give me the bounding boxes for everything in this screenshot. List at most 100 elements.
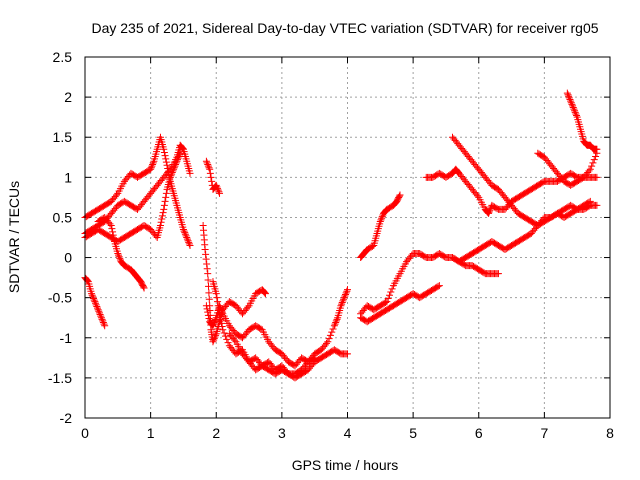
series-trace-k bbox=[357, 191, 404, 262]
data-point bbox=[209, 338, 217, 346]
data-point bbox=[378, 213, 386, 221]
data-point bbox=[96, 311, 104, 319]
data-point bbox=[168, 169, 176, 177]
data-point bbox=[174, 154, 182, 162]
data-point bbox=[210, 320, 218, 328]
data-point bbox=[162, 193, 170, 201]
series-trace-d bbox=[81, 149, 184, 246]
data-point bbox=[485, 208, 493, 216]
series-trace-m bbox=[357, 282, 443, 326]
data-point bbox=[324, 338, 332, 346]
data-point bbox=[434, 282, 442, 290]
data-point bbox=[210, 319, 218, 327]
data-point bbox=[205, 164, 213, 172]
data-point bbox=[326, 331, 334, 339]
data-point bbox=[564, 91, 572, 99]
data-point bbox=[395, 192, 403, 200]
data-point bbox=[93, 304, 101, 312]
data-point bbox=[90, 294, 98, 302]
data-point bbox=[114, 251, 122, 259]
data-point bbox=[341, 292, 349, 300]
data-point bbox=[210, 335, 218, 343]
data-point bbox=[92, 299, 99, 307]
data-point bbox=[213, 294, 221, 302]
data-point bbox=[323, 339, 330, 347]
data-point bbox=[203, 305, 211, 313]
data-point bbox=[88, 291, 96, 299]
data-point bbox=[567, 99, 575, 107]
y-tick-label-9: 2.5 bbox=[53, 49, 73, 65]
data-points bbox=[81, 89, 601, 382]
data-point bbox=[573, 112, 581, 120]
data-point bbox=[106, 220, 114, 228]
data-point bbox=[494, 270, 502, 278]
data-point bbox=[156, 221, 164, 229]
data-point bbox=[147, 164, 155, 172]
series-trace-j bbox=[225, 330, 319, 378]
data-point bbox=[95, 309, 103, 317]
data-point bbox=[569, 102, 577, 110]
data-point bbox=[325, 335, 333, 343]
data-point bbox=[485, 209, 493, 217]
data-point bbox=[220, 329, 228, 337]
data-point bbox=[186, 169, 194, 177]
data-point bbox=[88, 290, 96, 298]
data-point bbox=[172, 159, 180, 167]
data-point bbox=[107, 221, 115, 229]
data-point bbox=[209, 322, 217, 330]
series-trace-l bbox=[357, 250, 502, 318]
data-point bbox=[223, 335, 231, 343]
data-point bbox=[176, 149, 184, 157]
x-tick-label-7: 7 bbox=[540, 425, 548, 441]
data-point bbox=[337, 302, 345, 310]
y-axis-label: SDTVAR / TECUs bbox=[6, 181, 22, 293]
data-point bbox=[565, 92, 573, 100]
data-point bbox=[210, 336, 218, 344]
data-point bbox=[216, 189, 224, 197]
series-trace-r bbox=[563, 89, 601, 153]
data-point bbox=[202, 157, 210, 165]
data-point bbox=[342, 290, 350, 298]
data-point bbox=[205, 289, 213, 297]
data-point bbox=[92, 301, 100, 309]
data-point bbox=[113, 191, 120, 199]
data-point bbox=[572, 110, 580, 118]
data-point bbox=[224, 339, 232, 347]
data-point bbox=[158, 212, 166, 220]
data-point bbox=[169, 167, 177, 175]
data-point bbox=[99, 317, 107, 325]
y-tick-label-0: -2 bbox=[60, 410, 73, 426]
data-point bbox=[328, 328, 336, 336]
data-point bbox=[101, 322, 109, 330]
data-point bbox=[202, 255, 210, 263]
y-tick-label-8: 2 bbox=[64, 89, 72, 105]
data-point bbox=[218, 323, 226, 331]
series-trace-f bbox=[202, 157, 224, 197]
y-tick-labels: -2 -1.5 -1 -0.5 0 0.5 1 1.5 2 2.5 bbox=[48, 49, 72, 426]
data-point bbox=[571, 108, 579, 116]
data-point bbox=[567, 97, 575, 105]
data-point bbox=[207, 173, 215, 181]
data-point bbox=[162, 155, 170, 163]
data-point bbox=[176, 151, 183, 159]
data-point bbox=[204, 311, 212, 319]
data-point bbox=[569, 104, 577, 112]
data-point bbox=[173, 157, 181, 165]
data-point bbox=[212, 315, 220, 323]
data-point bbox=[170, 164, 178, 172]
data-point bbox=[386, 291, 393, 299]
data-point bbox=[166, 173, 174, 181]
x-axis-label: GPS time / hours bbox=[292, 457, 399, 473]
data-point bbox=[116, 254, 124, 262]
data-point bbox=[383, 298, 391, 306]
y-tick-label-4: 0 bbox=[64, 250, 72, 266]
data-point bbox=[330, 322, 338, 330]
x-tick-label-8: 8 bbox=[606, 425, 614, 441]
data-point bbox=[214, 298, 222, 306]
data-point bbox=[340, 294, 348, 302]
data-point bbox=[435, 282, 443, 290]
data-point bbox=[162, 189, 170, 197]
data-point bbox=[175, 152, 183, 160]
series-trace-a bbox=[81, 274, 109, 330]
data-point bbox=[378, 214, 386, 222]
